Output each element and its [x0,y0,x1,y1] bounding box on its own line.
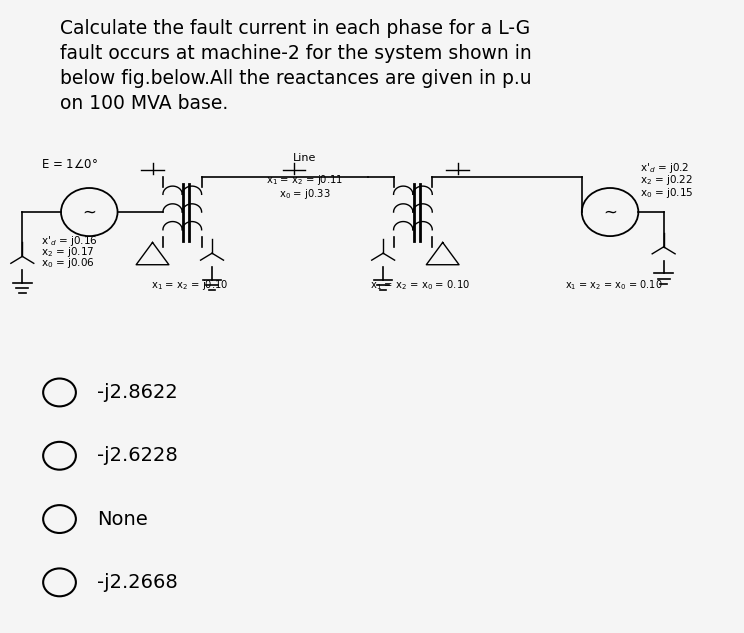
Text: ~: ~ [603,203,617,221]
Text: None: None [97,510,147,529]
Text: x$_0$ = j0.15: x$_0$ = j0.15 [640,186,693,200]
Text: x$_1$ = x$_2$ = j0.10: x$_1$ = x$_2$ = j0.10 [151,278,228,292]
Text: -j2.2668: -j2.2668 [97,573,178,592]
Text: x$_2$ = j0.22: x$_2$ = j0.22 [640,173,693,187]
Text: x$_2$ = j0.17: x$_2$ = j0.17 [41,245,94,259]
Text: Calculate the fault current in each phase for a L-G
fault occurs at machine-2 fo: Calculate the fault current in each phas… [60,19,531,113]
Text: x$_1$ = x$_2$ = x$_0$ = 0.10: x$_1$ = x$_2$ = x$_0$ = 0.10 [371,278,470,292]
Text: -j2.6228: -j2.6228 [97,446,178,465]
Text: x$_0$ = j0.33: x$_0$ = j0.33 [279,187,331,201]
Text: x$_1$ = x$_2$ = x$_0$ = 0.10: x$_1$ = x$_2$ = x$_0$ = 0.10 [565,278,663,292]
Text: Line: Line [293,153,317,163]
Text: x$_1$ = x$_2$ = j0.11: x$_1$ = x$_2$ = j0.11 [266,173,344,187]
Text: ~: ~ [83,203,96,221]
Text: -j2.8622: -j2.8622 [97,383,178,402]
Text: x$_0$ = j0.06: x$_0$ = j0.06 [41,256,94,270]
Text: E = 1$\angle$0°: E = 1$\angle$0° [41,158,98,171]
Text: x'$_d$ = j0.2: x'$_d$ = j0.2 [640,161,689,175]
Text: x'$_d$ = j0.16: x'$_d$ = j0.16 [41,234,97,248]
